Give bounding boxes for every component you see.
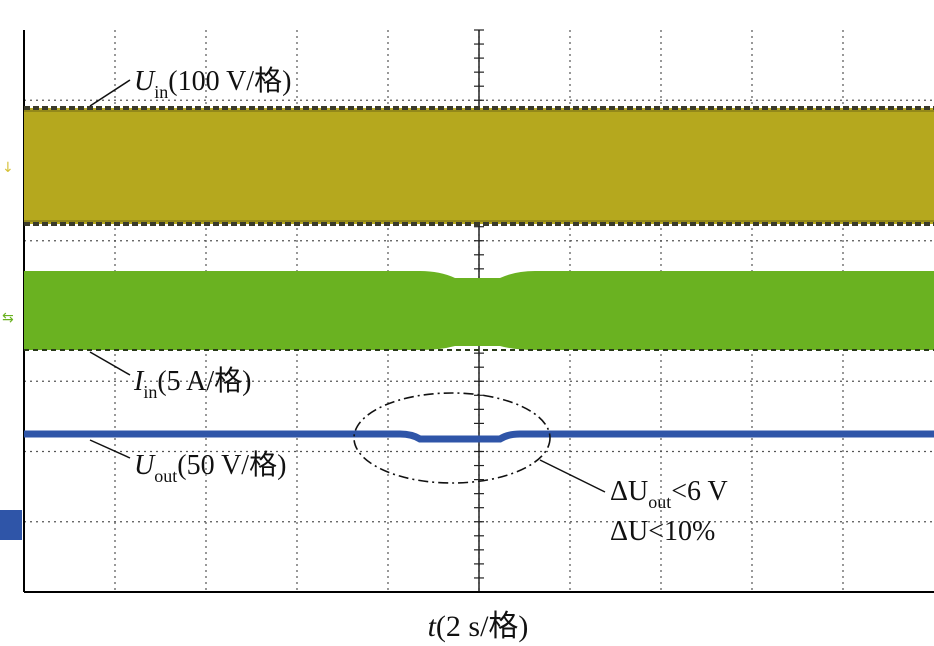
u-out-leader-line bbox=[89, 439, 131, 459]
trace-u-in bbox=[24, 106, 934, 226]
dip-highlight-ellipse bbox=[353, 392, 551, 484]
channel-markers: ↓ ⇆ bbox=[0, 160, 22, 540]
x-axis-label: t(2 s/格) bbox=[428, 610, 529, 643]
trace-u-out bbox=[24, 430, 934, 443]
trace-i-in bbox=[24, 271, 934, 351]
annotation-line-1: ΔUout<6 V bbox=[610, 476, 728, 512]
svg-text:⇆: ⇆ bbox=[2, 310, 14, 326]
svg-text:↓: ↓ bbox=[2, 160, 14, 176]
annotation-leader-line bbox=[539, 459, 606, 493]
u-in-leader-line bbox=[89, 79, 131, 107]
annotation-line-2: ΔU<10% bbox=[610, 516, 715, 547]
u-out-label: Uout(50 V/格) bbox=[134, 449, 286, 486]
i-in-leader-line bbox=[89, 351, 131, 376]
u-in-label: Uin(100 V/格) bbox=[134, 65, 291, 102]
i-in-label: Iin(5 A/格) bbox=[133, 365, 251, 402]
